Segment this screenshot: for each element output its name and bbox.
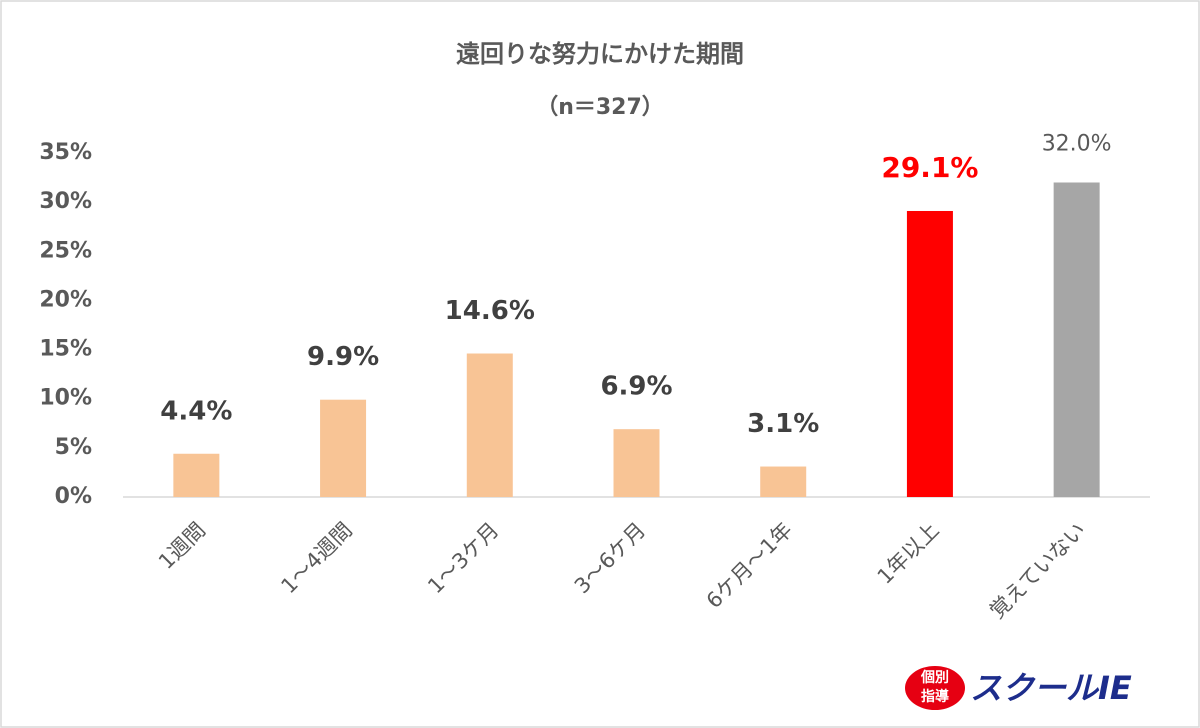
value-label: 9.9% — [307, 342, 379, 372]
bar — [466, 353, 513, 497]
bar — [613, 429, 660, 497]
y-tick-label: 30% — [39, 189, 92, 214]
bar — [906, 210, 953, 497]
bar — [760, 466, 807, 497]
logo-badge-bottom: 指導 — [921, 688, 949, 705]
bar — [1053, 182, 1100, 497]
logo: 個別 指導 スクールIE — [905, 666, 1132, 710]
value-label: 3.1% — [747, 409, 819, 439]
y-tick-label: 35% — [39, 140, 92, 165]
logo-badge — [905, 666, 965, 710]
bar — [173, 453, 220, 497]
logo-brand: スクールIE — [970, 669, 1132, 707]
bar — [320, 399, 367, 497]
value-label: 32.0% — [1042, 131, 1112, 156]
value-label: 4.4% — [160, 396, 232, 426]
value-label: 29.1% — [881, 151, 978, 184]
chart-title: 遠回りな努力にかけた期間 — [456, 40, 744, 68]
y-tick-label: 5% — [55, 435, 92, 460]
value-label: 14.6% — [445, 296, 535, 326]
y-tick-label: 15% — [39, 337, 92, 362]
y-tick-label: 10% — [39, 386, 92, 411]
chart-subtitle: （n＝327） — [536, 95, 664, 120]
value-label: 6.9% — [600, 372, 672, 402]
y-tick-label: 0% — [55, 484, 92, 509]
y-tick-label: 20% — [39, 287, 92, 312]
y-tick-label: 25% — [39, 238, 92, 263]
logo-badge-top: 個別 — [920, 669, 949, 686]
